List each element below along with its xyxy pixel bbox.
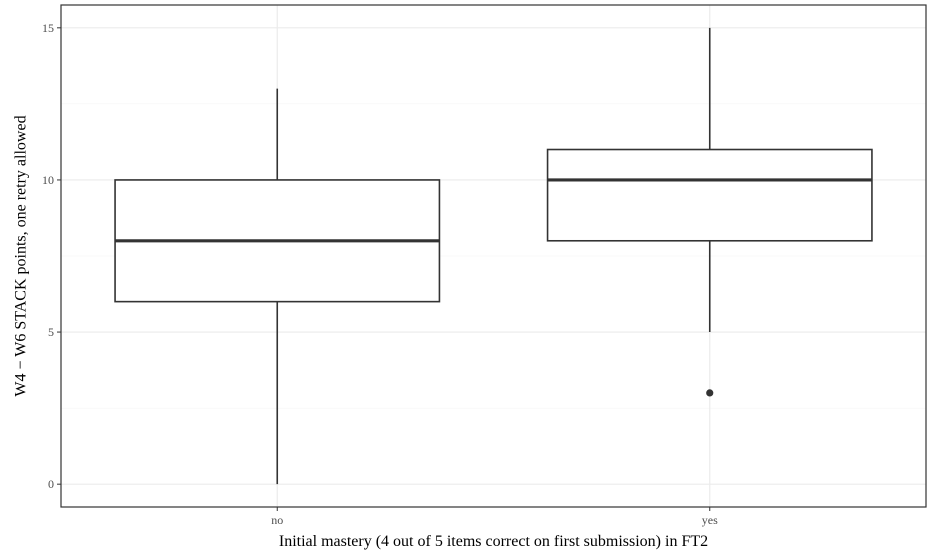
y-tick-label: 5 <box>48 325 54 339</box>
x-axis: no yes <box>271 507 718 527</box>
box-no <box>114 88 441 485</box>
outlier-point <box>706 389 714 397</box>
box-yes <box>546 27 873 397</box>
panel-border <box>60 4 927 508</box>
x-tick-label: no <box>271 513 283 527</box>
y-axis-title: W4 − W6 STACK points, one retry allowed <box>13 115 30 396</box>
y-tick-label: 10 <box>42 173 54 187</box>
x-tick-label: yes <box>702 513 718 527</box>
y-axis: 0 5 10 15 <box>42 21 61 491</box>
x-axis-title: Initial mastery (4 out of 5 items correc… <box>279 533 708 550</box>
y-tick-label: 0 <box>48 477 54 491</box>
y-tick-label: 15 <box>42 21 54 35</box>
boxplot-marks <box>114 27 873 485</box>
iqr-box <box>546 148 873 242</box>
